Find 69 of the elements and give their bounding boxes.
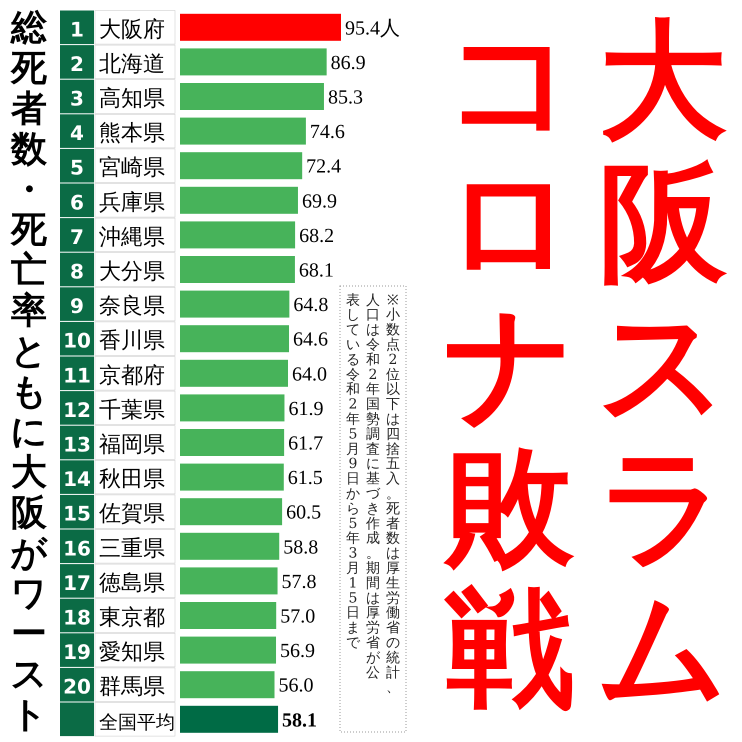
bar xyxy=(180,567,278,594)
bar xyxy=(180,152,302,180)
text: コロナ敗戦 xyxy=(443,6,576,724)
data-label: 64.8 xyxy=(293,294,328,316)
data-label: 56.0 xyxy=(278,674,314,697)
y-tick-label: 13 福岡県 xyxy=(63,432,165,458)
y-tick-label: 10 香川県 xyxy=(63,328,165,354)
data-label: 72.4 xyxy=(306,156,342,178)
bar xyxy=(180,290,290,318)
y-tick-label: 4 熊本県 xyxy=(70,121,165,146)
bar xyxy=(180,14,341,41)
data-label: 60.5 xyxy=(286,502,322,524)
y-tick-label: 17 徳島県 xyxy=(63,570,165,596)
y-tick-label: 全国平均 xyxy=(99,711,175,734)
y-tick-label: 14 秋田県 xyxy=(63,467,165,492)
y-tick-label: 9 奈良県 xyxy=(70,294,165,320)
data-label: 85.3 xyxy=(328,86,363,108)
bar xyxy=(180,186,298,214)
data-label: 61.7 xyxy=(288,432,324,454)
text: 大阪スラム xyxy=(598,6,728,724)
y-tick-label: 1 大阪府 xyxy=(70,17,165,42)
bar xyxy=(180,360,288,387)
data-label: 64.6 xyxy=(293,328,328,351)
y-tick-label: 11 京都府 xyxy=(63,363,165,388)
bar xyxy=(180,671,275,698)
bar xyxy=(180,532,280,560)
bar xyxy=(180,325,290,352)
y-tick-label: 18 東京都 xyxy=(63,606,165,630)
text: ※小数点2位以下は四捨五入。死者数は厚生労働省の統計、 xyxy=(386,292,400,696)
data-label: 56.9 xyxy=(280,640,316,662)
data-label: 58.1 xyxy=(282,709,318,732)
data-label: 61.9 xyxy=(288,398,324,420)
data-label: 68.1 xyxy=(298,260,334,282)
y-tick-label: 6 兵庫県 xyxy=(70,190,165,216)
bar xyxy=(180,706,278,733)
text: 総死者数・死亡率ともに大阪がワースト xyxy=(10,8,48,736)
y-tick-label: 19 愛知県 xyxy=(63,640,165,666)
bar xyxy=(180,429,284,456)
y-tick-label: 8 大分県 xyxy=(70,260,165,284)
y-tick-label: 12 千葉県 xyxy=(63,398,165,423)
text: 表している令和2年5月9日から5年3月15日まで xyxy=(346,292,360,652)
data-label: 57.8 xyxy=(282,570,317,593)
data-label: 58.8 xyxy=(283,536,318,558)
bar xyxy=(180,83,324,110)
bar xyxy=(180,394,284,422)
bar xyxy=(180,118,306,145)
data-label: 61.5 xyxy=(288,467,323,490)
bar xyxy=(180,48,327,76)
bar xyxy=(180,498,282,526)
bar xyxy=(180,221,296,248)
y-tick-label: 7 沖縄県 xyxy=(70,224,165,250)
bar xyxy=(180,464,284,491)
y-tick-label: 20 群馬県 xyxy=(63,674,165,700)
data-label: 57.0 xyxy=(280,606,316,628)
bar xyxy=(180,256,295,283)
data-label: 95.4人 xyxy=(345,17,400,40)
data-label: 69.9 xyxy=(302,190,337,212)
data-label: 64.0 xyxy=(292,363,328,386)
data-label: 86.9 xyxy=(330,52,366,74)
data-label: 74.6 xyxy=(310,121,345,144)
y-tick-label: 3 高知県 xyxy=(70,86,165,112)
bar xyxy=(180,602,276,629)
bar xyxy=(180,636,276,664)
y-tick-label: 5 宮崎県 xyxy=(70,156,165,181)
data-label: 68.2 xyxy=(299,224,334,247)
text: 人口は令和2年国勢調査に基づき作成。期間は厚労省が公 xyxy=(366,292,380,681)
y-tick-label: 15 佐賀県 xyxy=(63,502,165,527)
y-tick-label: 16 三重県 xyxy=(63,536,165,562)
y-tick-label: 2 北海道 xyxy=(70,52,165,77)
